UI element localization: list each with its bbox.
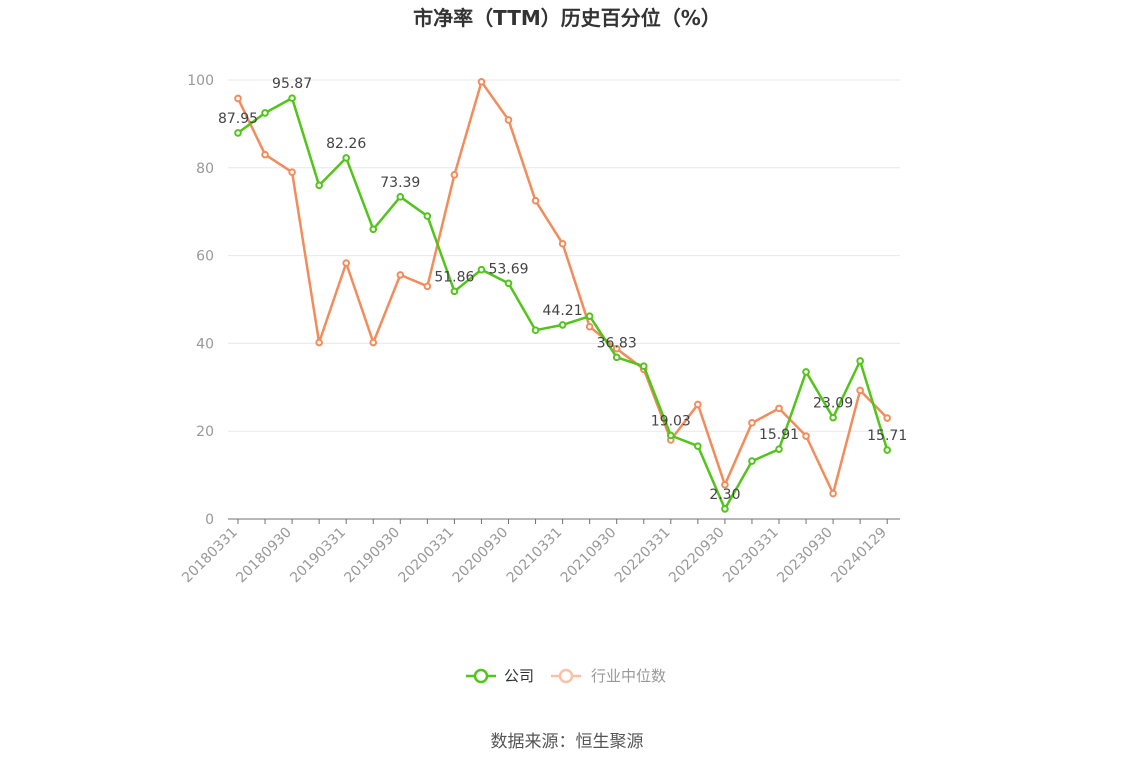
data-label: 15.91 <box>759 427 799 443</box>
data-point <box>315 338 323 347</box>
data-point <box>883 414 892 422</box>
data-point <box>477 77 486 86</box>
data-point <box>612 353 621 362</box>
data-point <box>721 505 729 513</box>
data-point <box>694 442 702 450</box>
data-point <box>450 171 459 179</box>
data-point <box>748 457 756 465</box>
y-tick-label: 100 <box>187 73 214 89</box>
data-label: 2.30 <box>709 487 740 503</box>
legend-swatch-marker <box>473 668 489 684</box>
data-point <box>504 279 513 288</box>
data-point <box>342 154 351 162</box>
data-point <box>288 94 296 102</box>
data-point <box>531 326 540 335</box>
data-point <box>667 431 675 440</box>
data-point <box>883 446 892 454</box>
grid-lines <box>228 79 900 432</box>
data-label: 82.26 <box>326 136 366 152</box>
data-point <box>504 116 513 124</box>
data-label: 15.71 <box>867 428 907 444</box>
series-layer <box>234 77 892 513</box>
data-point <box>721 480 729 489</box>
chart-title: 市净率（TTM）历史百分位（%） <box>413 6 721 30</box>
x-tick-label: 20220930 <box>666 525 728 587</box>
data-point <box>856 357 864 365</box>
x-tick-label: 20190930 <box>341 525 403 587</box>
data-point <box>694 400 702 409</box>
data-label: 23.09 <box>813 396 853 412</box>
data-point <box>450 287 459 296</box>
y-tick-label: 60 <box>196 249 214 265</box>
x-tick-label: 20240129 <box>828 525 890 587</box>
legend-label: 公司 <box>504 667 534 685</box>
data-point <box>396 193 405 201</box>
data-point <box>612 344 621 353</box>
data-point <box>531 196 540 205</box>
data-point <box>585 312 594 320</box>
data-label: 73.39 <box>380 175 420 191</box>
data-point <box>829 413 837 422</box>
data-point <box>558 239 567 248</box>
data-label: 95.87 <box>272 76 312 92</box>
data-point <box>369 338 378 347</box>
data-label: 51.86 <box>434 269 474 285</box>
data-point <box>261 150 269 159</box>
data-point <box>369 225 378 234</box>
data-point <box>315 181 323 190</box>
data-point <box>829 489 837 498</box>
data-label: 19.03 <box>651 413 691 429</box>
x-tick-label: 20210930 <box>558 525 620 587</box>
data-label: 36.83 <box>597 335 637 351</box>
x-tick-label: 20200930 <box>450 525 512 587</box>
x-tick-label: 20190331 <box>287 525 349 587</box>
data-point <box>639 362 648 371</box>
data-point <box>396 271 405 279</box>
data-point <box>234 129 242 137</box>
data-point <box>477 265 486 274</box>
data-point <box>288 168 296 176</box>
y-tick-label: 20 <box>196 424 214 440</box>
y-tick-label: 0 <box>205 512 214 528</box>
legend-swatch-marker <box>558 668 574 684</box>
x-tick-label: 20220331 <box>612 525 674 587</box>
legend: 公司 行业中位数 <box>466 667 666 685</box>
x-tick-label: 20230331 <box>720 525 782 587</box>
data-point <box>423 282 432 291</box>
data-point <box>342 259 351 267</box>
x-tick-label: 20180331 <box>179 525 241 587</box>
data-point <box>423 212 432 220</box>
data-point <box>775 445 783 453</box>
x-tick-label: 20230930 <box>774 525 836 587</box>
y-tick-label: 80 <box>196 161 214 177</box>
x-tick-label: 20200331 <box>396 525 458 587</box>
x-tick-label: 20180930 <box>233 525 295 587</box>
data-point <box>802 432 810 440</box>
data-point <box>775 404 783 413</box>
data-labels: 87.95 95.87 82.26 73.39 51.86 53.69 44.21 36.83… <box>218 76 907 503</box>
data-label: 44.21 <box>543 303 583 319</box>
source-note: 数据来源：恒生聚源 <box>491 732 644 752</box>
y-tick-label: 40 <box>196 336 214 352</box>
data-point <box>856 386 864 395</box>
data-point <box>558 321 567 329</box>
data-point <box>585 322 594 331</box>
legend-label: 行业中位数 <box>591 667 666 685</box>
data-point <box>234 94 242 103</box>
data-point <box>802 368 810 376</box>
data-label: 53.69 <box>488 261 528 277</box>
data-point <box>261 109 269 117</box>
data-point <box>748 419 756 427</box>
data-label: 87.95 <box>218 111 258 127</box>
x-tick-label: 20210331 <box>504 525 566 587</box>
